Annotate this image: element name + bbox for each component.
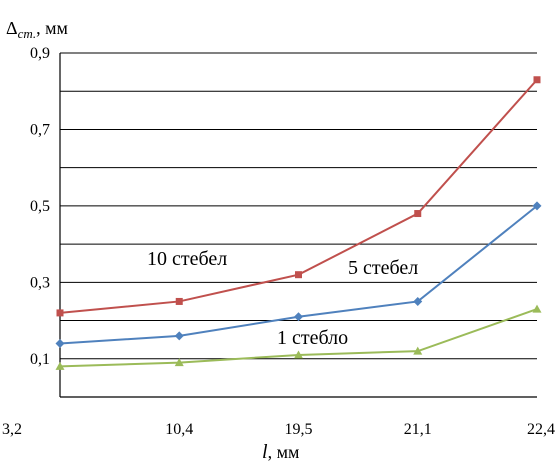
y-axis-title: Δcт., мм bbox=[6, 18, 68, 41]
data-point-diamond bbox=[532, 201, 542, 211]
x-tick-label: 21,1 bbox=[404, 421, 432, 438]
y-tick-label: 0,1 bbox=[30, 351, 50, 368]
data-point-square bbox=[295, 271, 302, 279]
y-tick-label: 0,3 bbox=[30, 274, 50, 291]
data-point-square bbox=[175, 297, 183, 305]
x-tick-label: 10,4 bbox=[165, 421, 193, 438]
data-point-triangle bbox=[413, 346, 423, 355]
series-label-10-stems: 10 стебел bbox=[147, 248, 227, 270]
data-point-diamond bbox=[174, 331, 184, 341]
series-label-5-stems: 5 стебел bbox=[348, 257, 418, 279]
data-point-square bbox=[414, 210, 422, 218]
x-tick-label: 19,5 bbox=[285, 421, 313, 438]
data-point-diamond bbox=[294, 312, 303, 322]
y-tick-label: 0,7 bbox=[30, 121, 50, 138]
data-point-diamond bbox=[413, 296, 423, 306]
x-axis-title: l, мм bbox=[262, 441, 299, 463]
data-point-triangle bbox=[294, 350, 303, 359]
data-point-triangle bbox=[55, 361, 65, 370]
series-label-1-stem: 1 стебло bbox=[277, 327, 348, 349]
x-tick-labels: 3,2 10,4 19,5 21,1 22,4 bbox=[2, 421, 555, 438]
data-point-triangle bbox=[532, 304, 542, 313]
y-tick-label: 0,5 bbox=[30, 198, 50, 215]
data-point-square bbox=[56, 309, 64, 317]
y-tick-label: 0,9 bbox=[30, 45, 50, 62]
data-point-square bbox=[533, 76, 541, 84]
series-layer bbox=[55, 76, 542, 370]
data-point-triangle bbox=[174, 358, 184, 367]
data-point-diamond bbox=[55, 338, 65, 348]
gridlines bbox=[60, 52, 537, 360]
x-tick-label: 22,4 bbox=[527, 421, 555, 438]
x-tick-label: 3,2 bbox=[2, 421, 22, 438]
y-tick-labels: 0,1 0,3 0,5 0,7 0,9 bbox=[30, 45, 50, 368]
